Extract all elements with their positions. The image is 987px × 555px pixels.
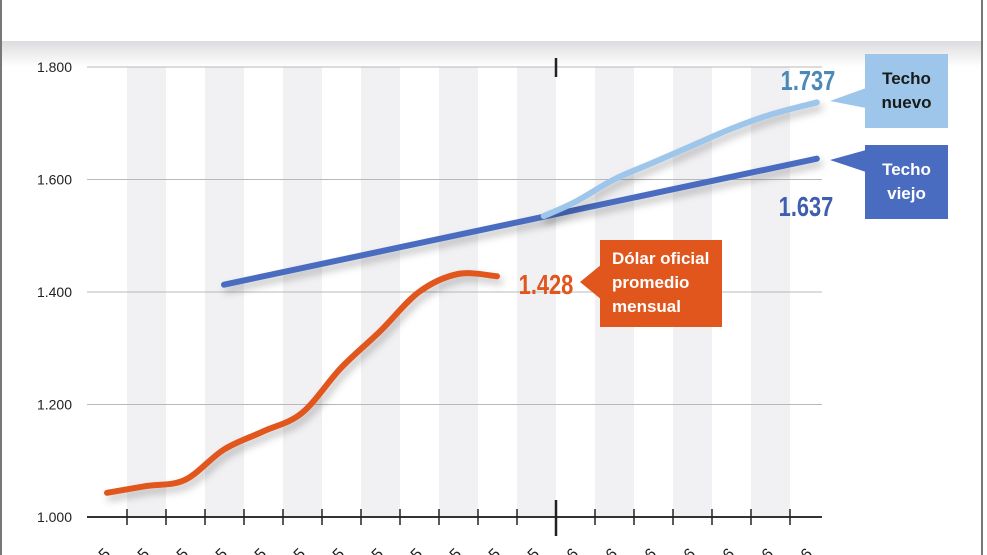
x-tick-label: 25 — [402, 545, 427, 555]
y-tick-label: 1.800 — [37, 59, 72, 75]
x-tick-label: 26 — [597, 545, 622, 555]
value-label-techo-nuevo: 1.737 — [781, 65, 836, 96]
value-label-dolar-oficial: 1.428 — [519, 269, 574, 300]
y-tick-label: 1.200 — [37, 397, 72, 413]
x-tick-label: 26 — [558, 545, 583, 555]
series-line-techo-viejo — [221, 155, 820, 288]
label-box-techo-nuevo: Techo nuevo — [865, 54, 948, 128]
x-tick-label: 25 — [168, 545, 193, 555]
y-tick-label: 1.400 — [37, 284, 72, 300]
header-shadow — [2, 41, 981, 67]
x-tick-label: 25 — [363, 545, 388, 555]
x-tick-label: 25 — [90, 545, 115, 555]
x-tick-label: 25 — [441, 545, 466, 555]
x-tick-label: 26 — [636, 545, 661, 555]
chart-header — [2, 0, 981, 41]
x-tick-label: 25 — [129, 545, 154, 555]
series-line-d-lar-oficial-promedio-mensual — [104, 270, 500, 496]
label-line: promedio — [612, 273, 690, 292]
x-tick-label: 25 — [480, 545, 505, 555]
pointer-dolar-oficial — [580, 264, 602, 300]
x-tick-label: 25 — [246, 545, 271, 555]
label-line: Dólar oficial — [612, 249, 710, 268]
pointer-techo-nuevo — [830, 88, 866, 108]
y-tick-label: 1.600 — [37, 172, 72, 188]
x-tick-label: 25 — [519, 545, 544, 555]
label-line: Techo — [882, 160, 931, 179]
series-line-techo-nuevo — [540, 99, 820, 220]
x-tick-label: 26 — [792, 545, 817, 555]
x-tick-label: 26 — [753, 545, 778, 555]
label-line: Techo — [882, 69, 931, 88]
pointer-techo-viejo — [830, 150, 866, 172]
x-tick-label: 25 — [324, 545, 349, 555]
x-tick-label: 26 — [714, 545, 739, 555]
x-tick-label: 25 — [285, 545, 310, 555]
label-line: mensual — [612, 297, 681, 316]
value-label-techo-viejo: 1.637 — [779, 191, 834, 222]
label-box-dolar-oficial: Dólar oficial promedio mensual — [600, 240, 722, 327]
label-line: viejo — [887, 184, 926, 203]
label-box-techo-viejo: Techo viejo — [865, 145, 948, 219]
x-tick-label: 26 — [675, 545, 700, 555]
x-tick-label: 25 — [207, 545, 232, 555]
y-tick-label: 1.000 — [37, 509, 72, 525]
label-line: nuevo — [881, 93, 932, 112]
